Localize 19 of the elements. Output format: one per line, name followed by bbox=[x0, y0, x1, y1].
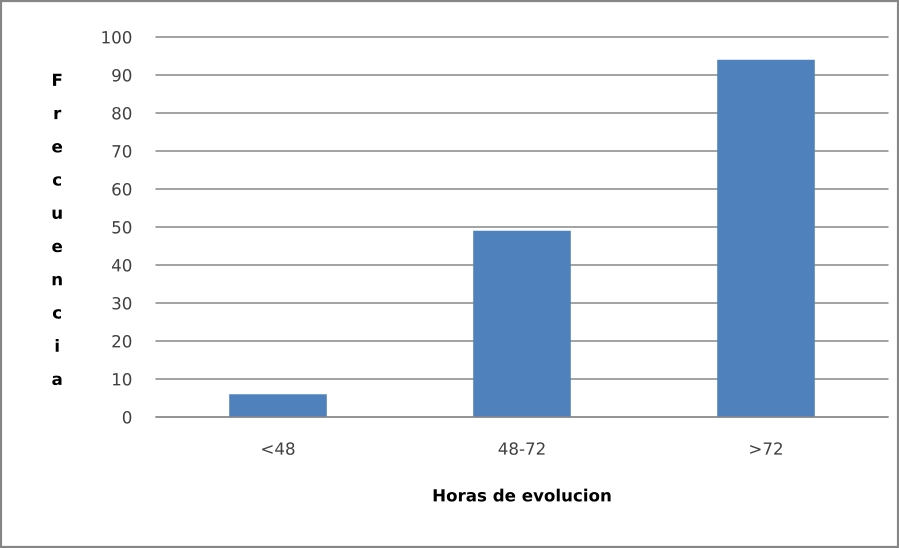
x-tick-label: 48-72 bbox=[498, 442, 545, 455]
y-tick-label: 40 bbox=[112, 258, 132, 272]
x-axis-title: Horas de evolucion bbox=[434, 488, 611, 502]
y-tick-label: 60 bbox=[112, 182, 132, 196]
y-tick-label: 90 bbox=[112, 68, 132, 82]
y-tick-label: 100 bbox=[102, 30, 132, 44]
y-tick-label: 70 bbox=[112, 144, 132, 158]
x-tick-label: <48 bbox=[262, 442, 294, 455]
y-tick-label: 30 bbox=[112, 296, 132, 310]
bar bbox=[473, 230, 571, 417]
x-tick-label: >72 bbox=[750, 442, 782, 455]
bar bbox=[229, 394, 327, 417]
y-tick-label: 10 bbox=[113, 372, 132, 386]
y-tick-label: 80 bbox=[112, 106, 132, 120]
y-tick-label: 20 bbox=[112, 334, 132, 348]
y-tick-label: 0 bbox=[122, 410, 132, 424]
bar bbox=[717, 60, 815, 417]
text: Frecuencia bbox=[52, 74, 62, 386]
y-tick-label: 50 bbox=[112, 220, 132, 234]
